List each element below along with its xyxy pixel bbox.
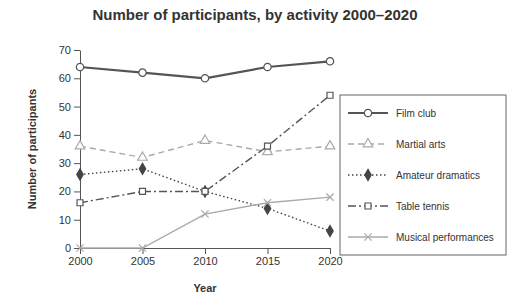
series-marker	[139, 244, 146, 251]
legend: Film club Martial arts Amateur dramatics Ta…	[340, 95, 506, 255]
y-tick-mark	[74, 78, 80, 79]
x-tick-mark	[330, 248, 331, 254]
y-tick-label: 20	[59, 185, 71, 197]
y-tick-label: 30	[59, 157, 71, 169]
y-tick-label: 0	[65, 242, 71, 254]
y-tick-mark	[74, 50, 80, 51]
y-tick: 40	[59, 129, 80, 141]
legend-label: Martial arts	[396, 139, 445, 150]
y-tick-mark	[74, 163, 80, 164]
y-tick-mark	[74, 220, 80, 221]
y-tick-mark	[74, 135, 80, 136]
legend-marker	[363, 138, 373, 146]
x-tick-label: 2015	[256, 255, 280, 267]
legend-entry: Amateur dramatics	[348, 169, 480, 181]
series-marker	[326, 193, 333, 200]
x-tick-mark	[205, 248, 206, 254]
legend-marker	[365, 169, 371, 180]
y-axis-title: Number of participants	[26, 89, 38, 209]
legend-marker	[364, 233, 371, 240]
legend-label: Musical performances	[396, 232, 494, 243]
y-tick: 70	[59, 44, 80, 56]
x-tick: 2010	[193, 248, 217, 267]
series-line	[80, 197, 330, 248]
x-tick: 2020	[318, 248, 342, 267]
y-tick: 30	[59, 157, 80, 169]
legend-marker	[365, 203, 371, 209]
y-tick: 0	[65, 242, 80, 254]
series-marker	[201, 210, 208, 217]
series-marker	[76, 244, 83, 251]
y-tick-label: 60	[59, 72, 71, 84]
series-marker	[264, 199, 271, 206]
series-marker	[264, 63, 271, 70]
series-marker	[139, 69, 146, 76]
series-marker	[140, 188, 146, 194]
y-tick-mark	[74, 191, 80, 192]
plot-area	[75, 58, 335, 252]
x-tick-label: 2000	[68, 255, 92, 267]
y-tick: 10	[59, 214, 80, 226]
legend-label: Film club	[396, 108, 436, 119]
x-tick-label: 2020	[318, 255, 342, 267]
series-marker	[202, 188, 208, 194]
title: Number of participants, by activity 2000…	[92, 6, 417, 23]
series-marker	[325, 141, 335, 149]
legend-marker	[364, 109, 371, 116]
legend-entry: Musical performances	[348, 232, 494, 243]
series-marker	[201, 75, 208, 82]
y-tick-label: 10	[59, 214, 71, 226]
y-tick: 50	[59, 101, 80, 113]
x-tick: 2000	[68, 248, 92, 267]
y-tick-label: 50	[59, 101, 71, 113]
legend-box	[340, 95, 506, 255]
legend-entry: Martial arts	[348, 138, 445, 150]
x-tick-mark	[268, 248, 269, 254]
x-tick: 2005	[131, 248, 155, 267]
x-tick-label: 2005	[131, 255, 155, 267]
x-tick: 2015	[256, 248, 280, 267]
x-axis: 2000 2005 2010 2015 2020	[68, 248, 342, 267]
y-tick: 20	[59, 185, 80, 197]
series-marker	[75, 141, 85, 149]
series-marker	[327, 92, 333, 98]
x-tick-label: 2010	[193, 255, 217, 267]
series-marker	[77, 169, 83, 180]
y-tick: 60	[59, 72, 80, 84]
legend-label: Amateur dramatics	[396, 170, 480, 181]
y-tick-label: 40	[59, 129, 71, 141]
series-marker	[77, 200, 83, 206]
series-marker	[76, 63, 83, 70]
x-axis-title: Year	[193, 282, 217, 294]
series-marker	[265, 143, 271, 149]
series-marker	[138, 152, 148, 160]
y-tick-mark	[74, 107, 80, 108]
legend-entry: Table tennis	[348, 201, 449, 212]
series-marker	[202, 186, 208, 197]
chart: Number of participants, by activity 2000…	[0, 0, 512, 302]
y-tick-label: 70	[59, 44, 71, 56]
legend-entry: Film club	[348, 108, 436, 119]
series-marker	[200, 135, 210, 143]
series-marker	[327, 225, 333, 236]
series-marker	[139, 163, 145, 174]
series-line	[80, 95, 330, 202]
series-marker	[326, 58, 333, 65]
legend-label: Table tennis	[396, 201, 449, 212]
